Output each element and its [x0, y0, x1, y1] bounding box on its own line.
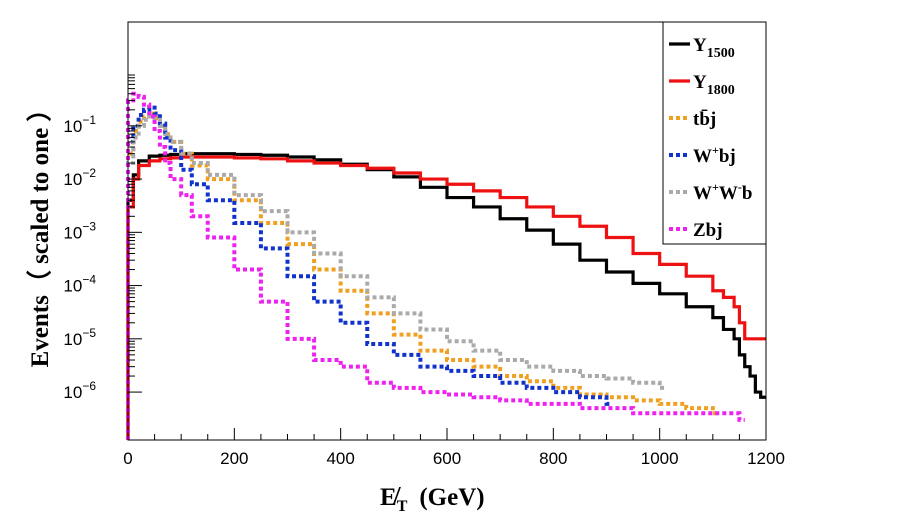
x-axis-title-sub: T	[397, 498, 408, 515]
x-axis-title-main: E̸	[380, 484, 402, 511]
y-tick-label: 10−2	[63, 166, 96, 189]
series-zbj	[126, 91, 745, 440]
legend-box	[662, 21, 767, 245]
x-axis-title: E̸T (GeV)	[380, 484, 485, 515]
svg-text:E̸T(GeV): E̸T (GeV)	[380, 484, 485, 515]
x-axis-title-unit: (GeV)	[419, 484, 484, 511]
x-tick-label: 1200	[747, 449, 785, 468]
legend-label: tb̄j	[693, 108, 716, 130]
x-tick-label: 800	[539, 449, 567, 468]
y-tick-label: 10−1	[63, 113, 96, 136]
y-tick-label: 10−4	[63, 273, 96, 296]
legend-label: Y1800	[693, 72, 735, 98]
legend-label: Zbj	[693, 220, 723, 241]
legend-label: Y1500	[693, 35, 735, 61]
legend: Y1500 Y1800 tb̄j W+bj W+W-b Zbj	[662, 21, 767, 245]
x-tick-label: 600	[433, 449, 461, 468]
x-tick-label: 400	[326, 449, 354, 468]
y-axis-title: Events（ scaled to one ）	[25, 97, 54, 368]
ticks-layer: 0 200 400 600 800 1000 1200 10−1 10−2 10−3 10−4 10−…	[63, 74, 785, 468]
x-tick-label: 0	[123, 449, 132, 468]
series-w-w-b	[126, 114, 665, 440]
x-tick-label: 1000	[641, 449, 679, 468]
y-tick-label: 10−6	[63, 379, 96, 402]
y-tick-label: 10−3	[63, 219, 96, 242]
legend-label: W+W-b	[693, 180, 752, 204]
x-tick-label: 200	[220, 449, 248, 468]
y-tick-label: 10−5	[63, 326, 96, 349]
series-y1800	[126, 155, 766, 440]
series-y1500	[126, 152, 766, 440]
legend-label: W+bj	[693, 143, 736, 167]
series-layer	[126, 91, 766, 440]
